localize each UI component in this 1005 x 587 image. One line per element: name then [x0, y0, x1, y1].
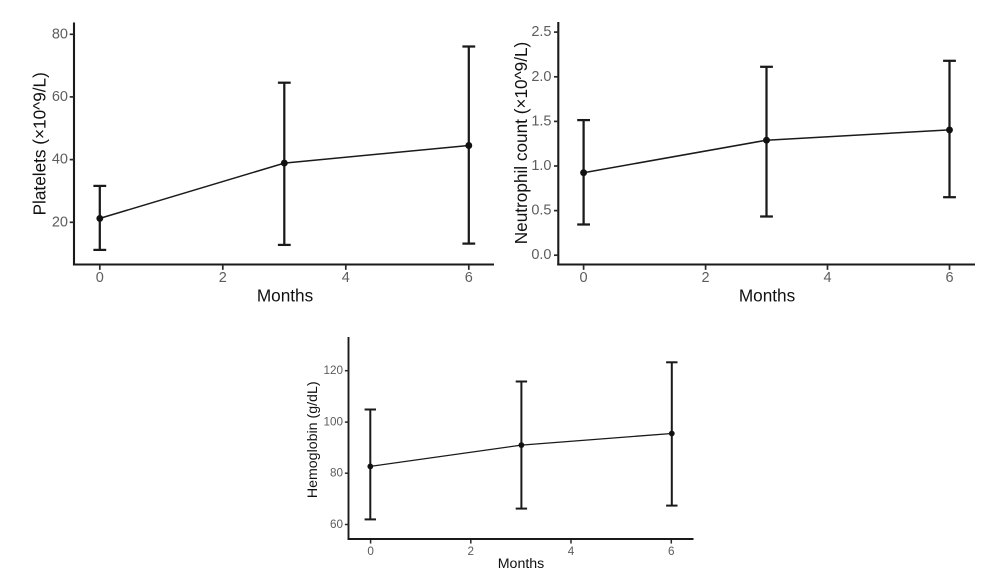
svg-text:2: 2: [219, 270, 227, 286]
svg-text:Months: Months: [257, 285, 313, 305]
svg-text:0.0: 0.0: [531, 247, 551, 263]
svg-text:2: 2: [702, 270, 710, 286]
svg-text:60: 60: [52, 89, 68, 105]
svg-text:20: 20: [52, 214, 68, 230]
svg-text:4: 4: [823, 270, 831, 286]
svg-text:80: 80: [330, 467, 344, 480]
svg-text:Platelets (×10^9/L): Platelets (×10^9/L): [30, 72, 50, 215]
svg-text:0: 0: [580, 270, 588, 286]
svg-text:6: 6: [465, 270, 473, 286]
svg-text:4: 4: [342, 270, 350, 286]
svg-text:2.0: 2.0: [531, 69, 551, 85]
svg-text:80: 80: [52, 26, 68, 42]
svg-text:2: 2: [468, 545, 475, 558]
svg-text:60: 60: [330, 518, 344, 531]
svg-text:0: 0: [367, 545, 374, 558]
svg-text:6: 6: [668, 545, 675, 558]
svg-text:Months: Months: [739, 285, 795, 305]
svg-text:0: 0: [96, 270, 104, 286]
svg-text:4: 4: [568, 545, 575, 558]
svg-text:120: 120: [323, 364, 343, 377]
svg-text:40: 40: [52, 152, 68, 168]
svg-text:Hemoglobin (g/dL): Hemoglobin (g/dL): [305, 381, 321, 498]
svg-text:0.5: 0.5: [531, 203, 551, 219]
svg-text:1.5: 1.5: [531, 113, 551, 129]
svg-text:6: 6: [945, 270, 953, 286]
svg-text:1.0: 1.0: [531, 158, 551, 174]
svg-text:100: 100: [323, 416, 343, 429]
svg-text:Neutrophil count (×10^9/L): Neutrophil count (×10^9/L): [511, 42, 531, 245]
svg-text:2.5: 2.5: [531, 24, 551, 40]
svg-text:Months: Months: [498, 556, 545, 572]
